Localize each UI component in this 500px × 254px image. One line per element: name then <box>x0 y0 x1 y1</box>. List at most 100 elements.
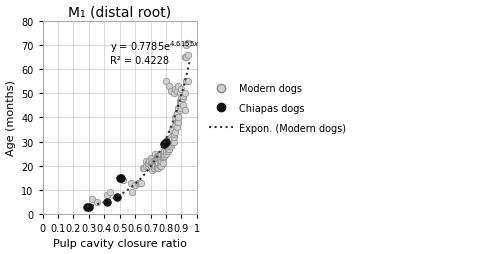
Point <box>151 152 159 156</box>
Point <box>172 130 179 134</box>
Point <box>164 140 172 144</box>
Point <box>160 150 168 154</box>
Point <box>151 159 159 163</box>
Point <box>159 152 167 156</box>
Point <box>165 85 173 89</box>
Point <box>182 80 190 84</box>
Point <box>162 142 170 147</box>
Point <box>134 181 142 185</box>
Point <box>168 128 176 132</box>
Point <box>165 138 173 142</box>
Point <box>184 42 192 46</box>
Point <box>172 116 179 120</box>
X-axis label: Pulp cavity closure ratio: Pulp cavity closure ratio <box>53 239 186 248</box>
Point <box>179 94 187 99</box>
Point <box>164 150 172 154</box>
Point <box>142 159 150 163</box>
Point <box>160 152 168 156</box>
Point <box>172 87 179 91</box>
Point <box>154 162 162 166</box>
Point <box>159 154 167 158</box>
Point <box>168 138 176 142</box>
Y-axis label: Age (months): Age (months) <box>6 80 16 156</box>
Point <box>138 181 145 185</box>
Legend: Modern dogs, Chiapas dogs, Expon. (Modern dogs): Modern dogs, Chiapas dogs, Expon. (Moder… <box>205 80 350 137</box>
Point <box>146 164 154 168</box>
Point <box>144 164 152 168</box>
Point <box>173 125 181 130</box>
Point <box>162 140 170 144</box>
Point <box>159 157 167 161</box>
Point <box>170 133 178 137</box>
Point <box>179 104 187 108</box>
Point <box>88 198 96 202</box>
Point <box>150 166 158 170</box>
Point <box>104 193 112 197</box>
Point <box>148 169 156 173</box>
Point <box>174 106 182 110</box>
Point <box>140 166 148 170</box>
Point <box>168 140 176 144</box>
Point <box>160 142 168 147</box>
Point <box>173 121 181 125</box>
Point <box>180 109 188 113</box>
Point <box>148 159 156 163</box>
Point <box>146 157 154 161</box>
Point <box>184 54 192 58</box>
Point <box>172 123 179 127</box>
Point <box>156 164 164 168</box>
Point <box>112 195 120 199</box>
Point <box>148 162 156 166</box>
Point <box>162 145 170 149</box>
Point <box>178 97 186 101</box>
Text: y = 0.7785e$^{4.6155x}$
R² = 0.4228: y = 0.7785e$^{4.6155x}$ R² = 0.4228 <box>110 39 199 66</box>
Point <box>165 140 173 144</box>
Point <box>106 190 114 195</box>
Point <box>153 166 161 170</box>
Point <box>142 164 150 168</box>
Point <box>164 147 172 151</box>
Point <box>164 142 172 147</box>
Point <box>173 111 181 115</box>
Point <box>154 166 162 170</box>
Point <box>162 150 170 154</box>
Point <box>182 44 190 48</box>
Point <box>116 176 124 180</box>
Point <box>156 159 164 163</box>
Point <box>146 162 154 166</box>
Point <box>174 116 182 120</box>
Point <box>119 178 127 182</box>
Point <box>153 154 161 158</box>
Point <box>150 164 158 168</box>
Point <box>184 80 192 84</box>
Point <box>158 159 166 163</box>
Point <box>139 166 147 170</box>
Point <box>153 159 161 163</box>
Point <box>104 200 112 204</box>
Point <box>153 164 161 168</box>
Point <box>166 140 174 144</box>
Point <box>180 56 188 60</box>
Point <box>151 164 159 168</box>
Point <box>165 147 173 151</box>
Point <box>176 92 184 96</box>
Point <box>178 87 186 91</box>
Point <box>126 181 134 185</box>
Point <box>176 104 184 108</box>
Point <box>151 162 159 166</box>
Point <box>158 164 166 168</box>
Point <box>170 92 178 96</box>
Point <box>131 183 139 187</box>
Point <box>166 142 174 147</box>
Point <box>136 181 144 185</box>
Point <box>150 159 158 163</box>
Point <box>176 109 184 113</box>
Point <box>166 90 174 94</box>
Point <box>182 56 190 60</box>
Point <box>174 85 182 89</box>
Point <box>178 102 186 106</box>
Point <box>84 205 92 209</box>
Point <box>170 140 178 144</box>
Point <box>158 152 166 156</box>
Point <box>160 142 168 147</box>
